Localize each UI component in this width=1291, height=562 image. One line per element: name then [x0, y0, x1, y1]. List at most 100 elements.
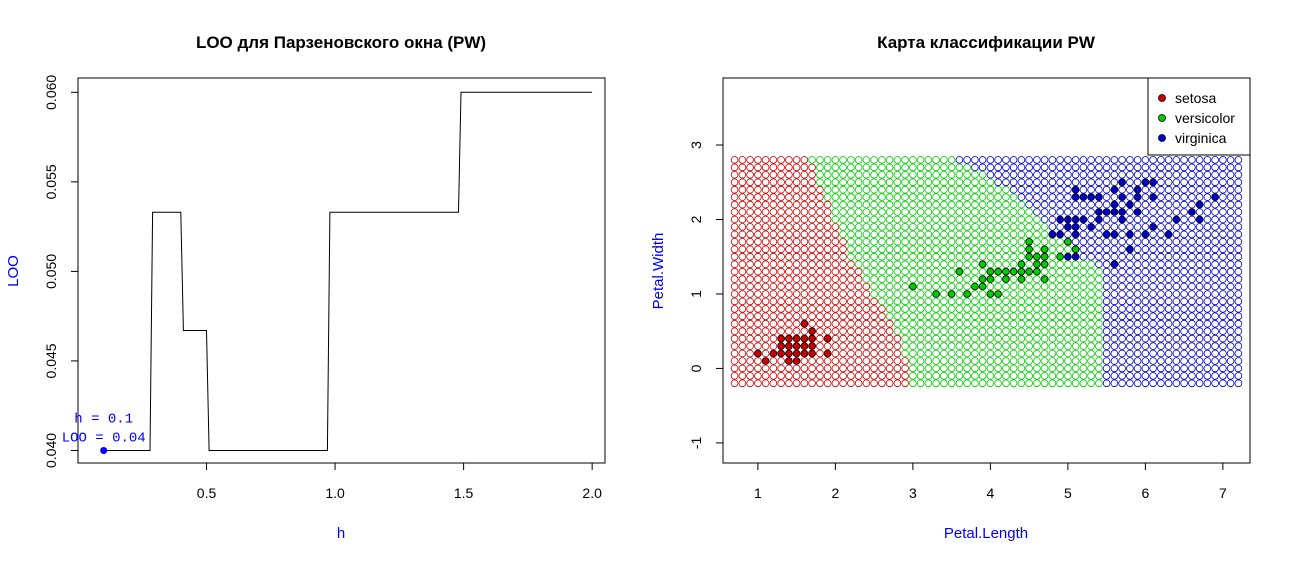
grid-cell	[831, 260, 840, 269]
grid-cell	[761, 282, 770, 291]
virginica-point	[1133, 193, 1142, 201]
grid-cell	[1188, 305, 1196, 313]
grid-cell	[839, 230, 847, 239]
grid-cell	[986, 334, 995, 343]
grid-cell	[1079, 200, 1088, 209]
grid-cell	[940, 275, 948, 283]
grid-cell	[878, 275, 886, 283]
grid-cell	[800, 238, 809, 246]
grid-cell	[847, 319, 855, 328]
grid-cell	[769, 379, 778, 388]
grid-cell	[1133, 357, 1142, 365]
grid-cell	[932, 372, 940, 380]
grid-cell	[909, 275, 917, 283]
grid-cell	[1040, 163, 1049, 172]
grid-cell	[1009, 171, 1018, 179]
grid-cell	[738, 334, 747, 343]
grid-cell	[955, 252, 964, 261]
grid-cell	[1002, 260, 1010, 269]
versicolor-point	[1025, 267, 1033, 276]
grid-cell	[1126, 357, 1134, 365]
grid-cell	[947, 238, 956, 246]
grid-cell	[831, 349, 840, 358]
grid-cell	[978, 297, 987, 306]
grid-cell	[1141, 327, 1150, 336]
grid-cell	[746, 357, 754, 365]
grid-cell	[1164, 223, 1173, 231]
versicolor-point	[994, 290, 1002, 298]
grid-cell	[839, 379, 847, 388]
x-tick-label: 3	[909, 485, 917, 501]
grid-cell	[870, 163, 878, 172]
grid-cell	[1180, 275, 1188, 283]
grid-cell	[1002, 327, 1010, 336]
grid-cell	[1149, 156, 1157, 164]
grid-cell	[808, 245, 816, 254]
grid-cell	[1048, 290, 1057, 298]
grid-cell	[1172, 312, 1181, 321]
legend-versicolor-label: versicolor	[1175, 110, 1235, 126]
grid-cell	[978, 163, 987, 172]
grid-cell	[924, 245, 933, 254]
grid-cell	[878, 319, 886, 328]
grid-cell	[1102, 245, 1111, 254]
grid-cell	[1048, 178, 1057, 187]
grid-cell	[1126, 171, 1134, 179]
grid-cell	[986, 223, 995, 231]
x-tick-label: 4	[986, 485, 994, 501]
grid-cell	[947, 379, 956, 388]
grid-cell	[878, 178, 886, 187]
loo-min-point	[100, 446, 108, 454]
grid-cell	[940, 327, 948, 336]
grid-cell	[963, 342, 971, 350]
grid-cell	[1056, 163, 1064, 172]
grid-cell	[1133, 342, 1142, 350]
grid-cell	[1110, 223, 1119, 231]
grid-cell	[963, 193, 971, 201]
grid-cell	[986, 156, 995, 164]
grid-cell	[1071, 260, 1080, 269]
grid-cell	[1079, 178, 1088, 187]
grid-cell	[1025, 171, 1033, 179]
grid-cell	[1048, 238, 1057, 246]
grid-cell	[1048, 267, 1057, 276]
grid-cell	[754, 230, 762, 239]
grid-cell	[901, 171, 909, 179]
grid-cell	[1048, 193, 1057, 201]
virginica-point	[1133, 208, 1142, 216]
grid-cell	[1009, 334, 1018, 343]
grid-cell	[909, 334, 917, 343]
grid-cell	[823, 267, 832, 276]
versicolor-point	[1002, 267, 1010, 276]
grid-cell	[1126, 208, 1134, 216]
grid-cell	[777, 260, 785, 269]
grid-cell	[777, 230, 785, 239]
grid-cell	[1234, 275, 1243, 283]
grid-cell	[1079, 230, 1088, 239]
grid-cell	[1203, 252, 1212, 261]
grid-cell	[1009, 230, 1018, 239]
grid-cell	[932, 342, 940, 350]
grid-cell	[1048, 252, 1057, 261]
grid-cell	[986, 215, 995, 224]
grid-cell	[847, 342, 855, 350]
setosa-point	[823, 334, 832, 343]
grid-cell	[1087, 379, 1095, 388]
grid-cell	[971, 312, 979, 321]
grid-cell	[777, 357, 785, 365]
grid-cell	[800, 312, 809, 321]
grid-cell	[940, 342, 948, 350]
grid-cell	[1064, 342, 1072, 350]
grid-cell	[862, 178, 871, 187]
grid-cell	[870, 252, 878, 261]
grid-cell	[862, 171, 871, 179]
grid-cell	[1180, 379, 1188, 388]
grid-cell	[792, 305, 801, 313]
grid-cell	[1033, 208, 1041, 216]
grid-cell	[947, 327, 956, 336]
grid-cell	[1149, 305, 1157, 313]
grid-cell	[1071, 171, 1080, 179]
grid-cell	[909, 297, 917, 306]
grid-cell	[1188, 245, 1196, 254]
